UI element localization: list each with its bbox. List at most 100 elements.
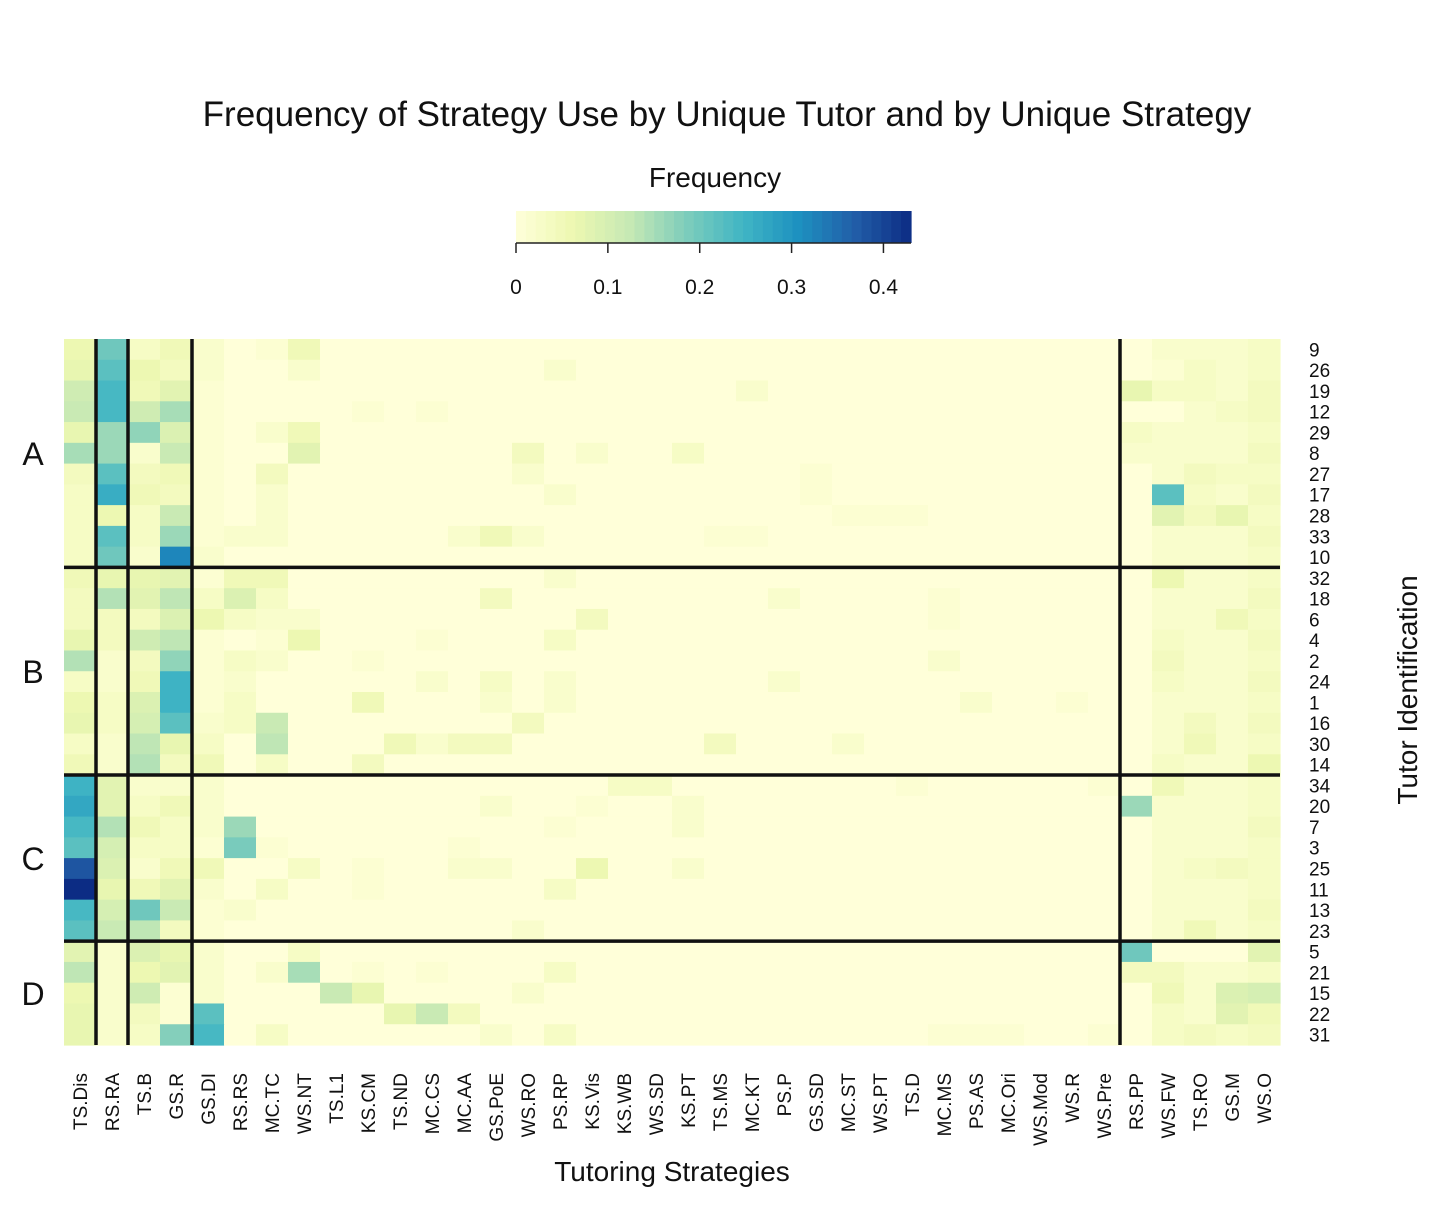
heatmap-cell: [672, 671, 705, 693]
heatmap-cell: [288, 588, 321, 610]
heatmap-cell: [1120, 339, 1153, 361]
heatmap-cell: [864, 463, 897, 485]
heatmap-cell: [512, 546, 545, 569]
heatmap-cell: [864, 816, 897, 838]
heatmap-cell: [320, 567, 353, 589]
heatmap-cell: [96, 484, 129, 506]
heatmap-cell: [1024, 442, 1057, 465]
heatmap-cell: [960, 899, 993, 922]
legend-color-step: [525, 211, 537, 243]
heatmap-cell: [800, 920, 833, 942]
heatmap-cell: [1120, 359, 1153, 382]
heatmap-cell: [96, 463, 129, 485]
heatmap-cell: [1216, 505, 1249, 527]
heatmap-cell: [864, 712, 897, 735]
legend-color-step: [575, 211, 586, 243]
heatmap-cell: [128, 878, 161, 901]
heatmap-cell: [384, 608, 417, 631]
heatmap-cell: [1120, 858, 1153, 880]
heatmap-cell: [768, 380, 801, 402]
heatmap-cell: [480, 899, 513, 922]
row-label: 10: [1309, 548, 1330, 569]
heatmap-cell: [576, 380, 609, 402]
heatmap-cell: [64, 359, 97, 382]
heatmap-cell: [544, 671, 577, 693]
legend-color-step: [841, 211, 853, 243]
heatmap-cell: [640, 546, 673, 569]
column-label: TS.MS: [711, 1073, 732, 1131]
heatmap-cell: [224, 878, 257, 901]
heatmap-cell: [448, 899, 481, 922]
heatmap-cell: [896, 671, 929, 693]
heatmap-cell: [576, 920, 609, 942]
heatmap-cell: [928, 546, 961, 569]
heatmap-cell: [416, 629, 449, 652]
column-label: GS.PoE: [487, 1073, 508, 1142]
heatmap-cell: [320, 982, 353, 1005]
row-label: 23: [1309, 922, 1330, 943]
heatmap-cell: [128, 775, 161, 797]
heatmap-cell: [608, 442, 641, 465]
heatmap-cell: [1088, 588, 1121, 610]
heatmap-cell: [352, 795, 385, 818]
heatmap-cell: [992, 1024, 1025, 1046]
heatmap-cell: [64, 339, 97, 361]
heatmap-cell: [1184, 463, 1217, 485]
heatmap-cell: [1152, 816, 1185, 838]
heatmap-cell: [320, 359, 353, 382]
heatmap-cell: [896, 463, 929, 485]
heatmap-cell: [544, 442, 577, 465]
heatmap-cell: [928, 754, 961, 776]
heatmap-cell: [1056, 941, 1089, 963]
column-label: WS.RO: [519, 1073, 540, 1137]
heatmap-cell: [1216, 899, 1249, 922]
heatmap-cell: [160, 463, 193, 485]
heatmap-cell: [896, 941, 929, 963]
heatmap-cell: [224, 1024, 257, 1046]
heatmap-cell: [800, 463, 833, 485]
heatmap-cell: [352, 671, 385, 693]
heatmap-cell: [352, 339, 385, 361]
heatmap-cell: [992, 525, 1025, 548]
heatmap-cell: [928, 982, 961, 1005]
heatmap-cell: [288, 858, 321, 880]
heatmap-cell: [576, 754, 609, 776]
heatmap-cell: [448, 484, 481, 506]
heatmap-cell: [64, 463, 97, 485]
heatmap-cell: [704, 899, 737, 922]
heatmap-cell: [704, 878, 737, 901]
heatmap-cell: [928, 961, 961, 984]
heatmap-cell: [416, 920, 449, 942]
heatmap-cell: [1152, 339, 1185, 361]
heatmap-cell: [864, 546, 897, 569]
heatmap-cell: [96, 650, 129, 672]
heatmap-cell: [256, 920, 289, 942]
heatmap-cell: [960, 941, 993, 963]
heatmap-cell: [96, 878, 129, 901]
heatmap-cell: [768, 422, 801, 444]
heatmap-cell: [896, 339, 929, 361]
heatmap-cell: [608, 837, 641, 859]
heatmap-cell: [672, 837, 705, 859]
legend-color-step: [871, 211, 882, 243]
heatmap-cell: [64, 837, 97, 859]
heatmap-cell: [480, 754, 513, 776]
heatmap-cell: [1184, 401, 1217, 423]
heatmap-cell: [352, 982, 385, 1005]
heatmap-cell: [672, 858, 705, 880]
heatmap-cell: [1024, 961, 1057, 984]
heatmap-cell: [864, 359, 897, 382]
heatmap-cell: [416, 795, 449, 818]
heatmap-cell: [448, 671, 481, 693]
heatmap-cell: [1056, 629, 1089, 652]
heatmap-cell: [480, 775, 513, 797]
heatmap-cell: [832, 505, 865, 527]
heatmap-cell: [224, 733, 257, 755]
heatmap-cell: [64, 920, 97, 942]
heatmap-cell: [288, 899, 321, 922]
heatmap-cell: [64, 484, 97, 506]
heatmap-cell: [480, 733, 513, 755]
heatmap-cell: [512, 484, 545, 506]
heatmap-cell: [64, 878, 97, 901]
heatmap-cell: [1248, 1024, 1281, 1046]
